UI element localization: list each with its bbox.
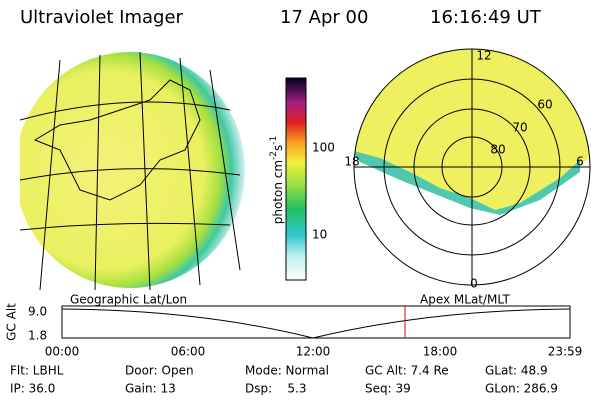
axis-label: GC Alt (5, 303, 19, 341)
mlt-label: 12 (476, 49, 491, 63)
time-label: 18:00 (423, 345, 458, 359)
unit-mid: s (271, 145, 285, 151)
info-field: GC Alt: 7.4 Re (365, 364, 449, 378)
unit-exp: -2 (269, 151, 279, 160)
lat-label: 70 (512, 121, 527, 135)
colorbar (285, 77, 307, 281)
lat-label: 80 (490, 143, 505, 157)
time-label: 12:00 (296, 345, 331, 359)
info-field: IP: 36.0 (10, 382, 55, 396)
mlt-label: 6 (576, 155, 584, 169)
info-field: GLat: 48.9 (485, 364, 548, 378)
timeline-box (61, 305, 571, 339)
time-label: 23:59 (548, 345, 583, 359)
colorbar-tick: 10 (312, 228, 327, 242)
info-field: Mode: Normal (245, 364, 329, 378)
timeline-title: Apex MLat/MLT (420, 293, 510, 307)
polar-grid (353, 48, 591, 286)
unit-base: photon cm (271, 160, 285, 224)
info-field: GLon: 286.9 (485, 382, 558, 396)
info-field: Seq: 39 (365, 382, 411, 396)
info-field: Gain: 13 (125, 382, 176, 396)
info-field: Flt: LBHL (10, 364, 64, 378)
y-label: 1.8 (28, 329, 47, 343)
colorbar-tick: 100 (312, 141, 335, 155)
title: Ultraviolet Imager (20, 7, 184, 28)
info-field: Dsp: 5.3 (245, 382, 307, 396)
time: 16:16:49 UT (430, 7, 542, 28)
time-label: 06:00 (171, 345, 206, 359)
altitude-curve (61, 308, 571, 339)
lat-label: 60 (537, 98, 552, 112)
y-label: 9.0 (28, 305, 47, 319)
mlt-label: 18 (344, 155, 359, 169)
info-field: Door: Open (125, 364, 194, 378)
time-label: 00:00 (45, 345, 80, 359)
polar-image (354, 49, 590, 215)
info-panel: Flt: LBHL Door: Open Mode: Normal GC Alt: 7… (10, 364, 558, 396)
date: 17 Apr 00 (280, 7, 368, 28)
unit-exp: -1 (269, 136, 279, 145)
colorbar-unit: photon cm-2s-1 (269, 136, 285, 225)
timeline-title: Geographic Lat/Lon (70, 293, 187, 307)
mlt-label: 0 (470, 277, 478, 291)
globe-image (20, 51, 245, 290)
